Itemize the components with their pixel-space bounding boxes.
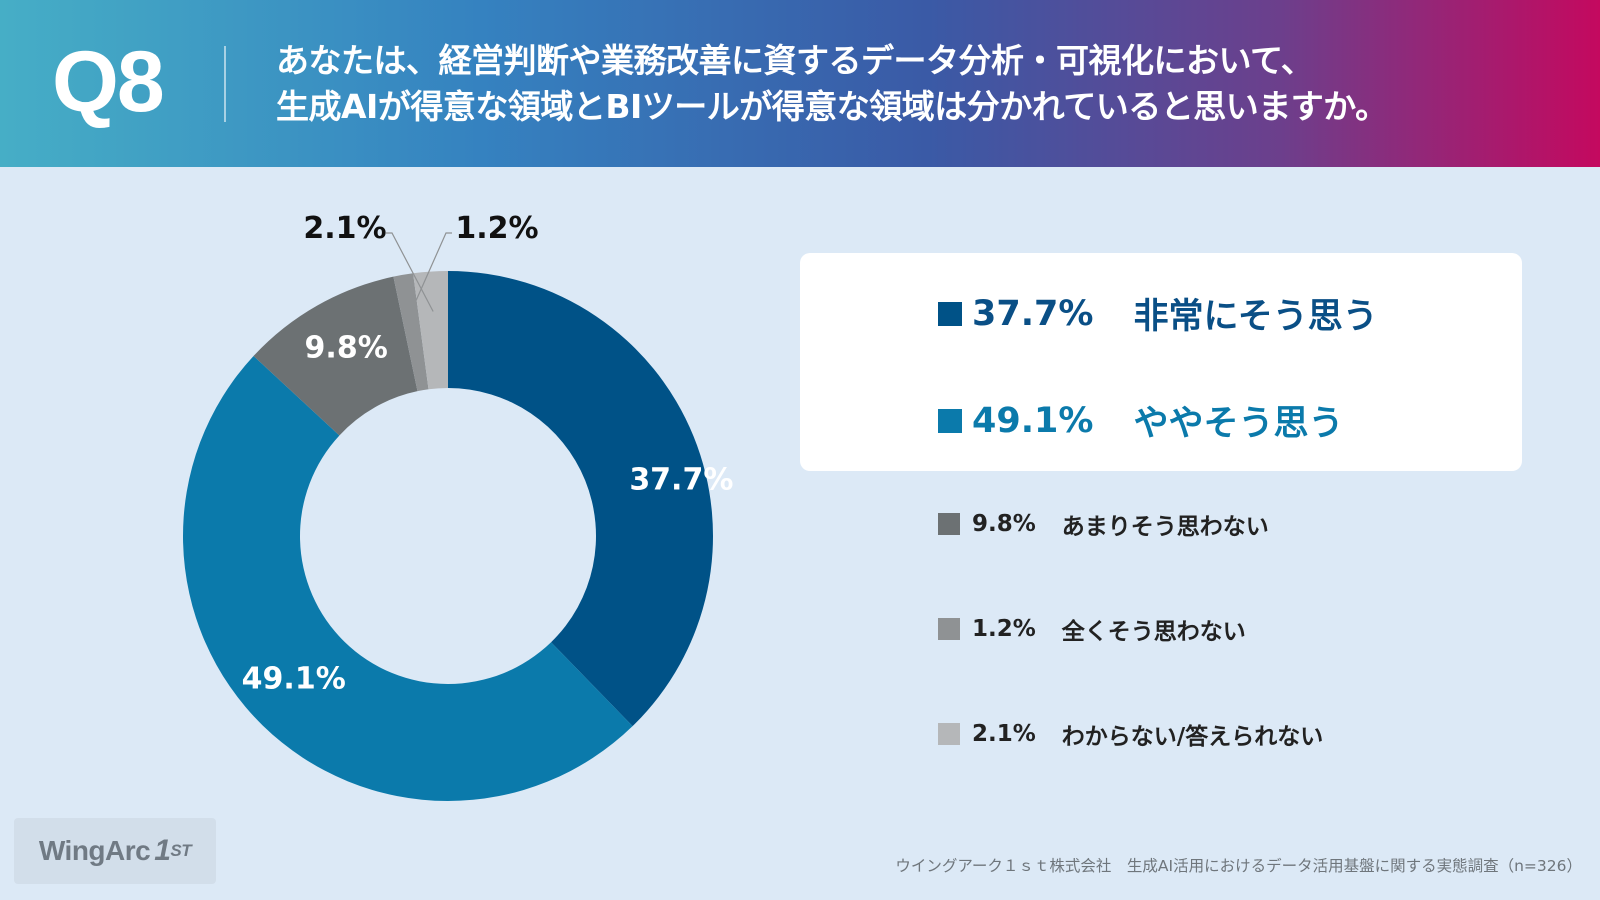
- slice-strongly-disagree: [393, 273, 429, 392]
- source-note: ウイングアーク１ｓｔ株式会社 生成AI活用におけるデータ活用基盤に関する実態調査…: [895, 857, 1582, 875]
- question-line-1: あなたは、経営判断や業務改善に資するデータ分析・可視化において、: [276, 41, 1314, 80]
- header-banner: Q8 あなたは、経営判断や業務改善に資するデータ分析・可視化において、 生成AI…: [0, 0, 1600, 167]
- question-number: Q8: [52, 34, 165, 130]
- label-dont-know: 2.1%: [303, 211, 386, 246]
- donut-chart: 37.7% 49.1% 9.8% 1.2% 2.1%: [182, 211, 734, 802]
- leader-lines: [386, 232, 452, 315]
- slice-strongly-agree: [448, 271, 713, 727]
- legend-text: ややそう思う: [1133, 404, 1344, 444]
- leader-line: [409, 232, 452, 315]
- legend-percent: 9.8%: [972, 511, 1036, 537]
- legend-percent: 1.2%: [972, 616, 1036, 642]
- legend-text: 全くそう思わない: [1061, 619, 1246, 645]
- legend-swatch: [938, 301, 962, 326]
- question-line-2: 生成AIが得意な領域とBIツールが得意な領域は分かれていると思いますか。: [276, 87, 1388, 126]
- label-strongly-agree: 37.7%: [629, 462, 733, 497]
- legend-item-dont-know: 2.1% わからない/答えられない: [938, 717, 1323, 751]
- legend-item-strongly-agree: 37.7% 非常にそう思う: [938, 288, 1378, 339]
- label-somewhat-disagree: 9.8%: [305, 330, 388, 365]
- legend-swatch: [938, 723, 960, 745]
- legend-percent: 37.7%: [972, 293, 1094, 334]
- data-labels: 37.7% 49.1% 9.8% 1.2% 2.1%: [242, 211, 734, 697]
- legend-percent: 2.1%: [972, 721, 1036, 747]
- header-divider: [224, 46, 226, 122]
- legend-item-strongly-disagree: 1.2% 全くそう思わない: [938, 612, 1246, 646]
- legend-swatch: [938, 513, 960, 535]
- question-text: あなたは、経営判断や業務改善に資するデータ分析・可視化において、 生成AIが得意…: [276, 38, 1576, 130]
- logo-mark: 1: [154, 834, 171, 867]
- legend-item-somewhat-agree: 49.1% ややそう思う: [938, 395, 1343, 446]
- legend-swatch: [938, 408, 962, 433]
- logo-st: ST: [170, 841, 192, 860]
- legend-text: あまりそう思わない: [1061, 514, 1269, 540]
- wingarc-logo: WingArc 1 ST: [14, 818, 216, 884]
- slice-somewhat-agree: [182, 355, 633, 802]
- label-strongly-disagree: 1.2%: [455, 211, 538, 246]
- legend-text: 非常にそう思う: [1133, 297, 1378, 337]
- legend-text: わからない/答えられない: [1061, 724, 1324, 750]
- leader-line: [386, 232, 434, 312]
- logo-text: WingArc: [38, 835, 151, 866]
- label-somewhat-agree: 49.1%: [242, 662, 346, 697]
- legend-swatch: [938, 618, 960, 640]
- donut-slices: [182, 271, 713, 802]
- legend-item-somewhat-disagree: 9.8% あまりそう思わない: [938, 507, 1269, 541]
- slice-somewhat-disagree: [253, 276, 418, 436]
- legend-highlight-box: [800, 253, 1522, 471]
- slice-dont-know: [413, 271, 448, 390]
- legend-percent: 49.1%: [972, 400, 1094, 441]
